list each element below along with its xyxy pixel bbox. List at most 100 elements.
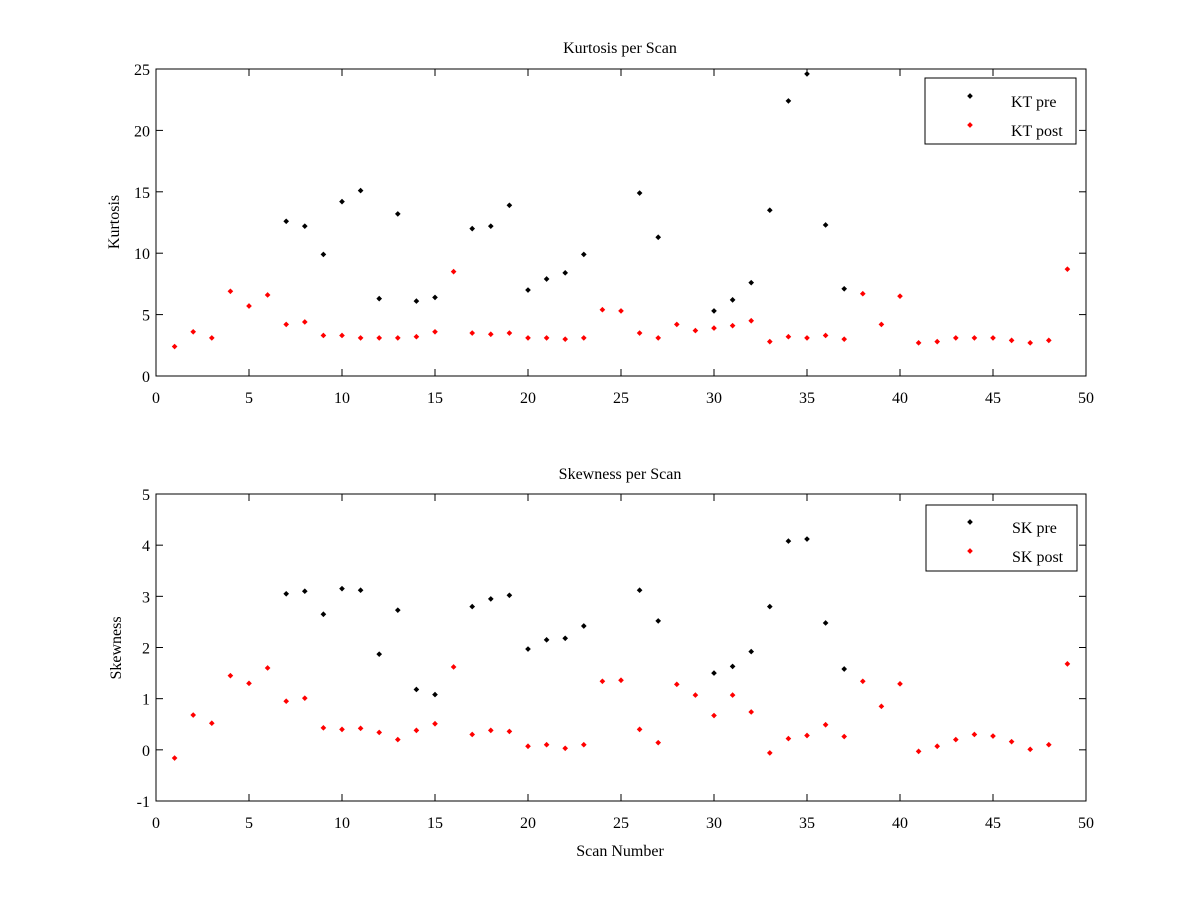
kt-pre-point [376, 295, 383, 302]
kt-post-point [394, 335, 401, 341]
kt-post-point [525, 335, 531, 341]
kt-pre-legend-marker [967, 93, 973, 99]
kurtosis-panel: Kurtosis per Scan Kurtosis 0 5 10 15 20 25 30 3… [106, 40, 1094, 407]
sk-post-point [804, 732, 810, 739]
kt-post-point [1064, 266, 1071, 272]
sk-pre-point [804, 536, 810, 542]
sk-pre-point [357, 587, 364, 594]
kt-post-point [1045, 337, 1052, 344]
kt-pre-point [543, 276, 550, 282]
sk-post-point [673, 681, 680, 688]
sk-post-point [432, 720, 438, 727]
sk-post-point [227, 672, 234, 679]
skewness-legend-box [925, 504, 1078, 572]
skewness-x-tick-label: 25 [613, 815, 629, 832]
sk-post-point [1027, 746, 1034, 753]
kt-post-point [711, 325, 717, 331]
kt-post-point [748, 317, 755, 324]
sk-post-point [990, 733, 996, 739]
sk-post-point [1008, 738, 1015, 745]
kt-pre-point [711, 308, 717, 314]
sk-pre-point [469, 603, 476, 610]
sk-post-point [897, 680, 903, 687]
kt-pre-point [432, 294, 438, 301]
kt-pre-point [655, 234, 662, 241]
sk-pre-point [432, 691, 438, 698]
sk-post-point [246, 680, 252, 687]
sk-post-point [283, 698, 290, 705]
kurtosis-legend: KT pre KT post [924, 77, 1077, 145]
kurtosis-title: Kurtosis per Scan [563, 40, 677, 57]
kt-post-point [562, 336, 569, 342]
skewness-x-tick-label: 35 [799, 815, 815, 832]
kt-post-point [952, 335, 959, 341]
kt-post-point [413, 333, 420, 340]
kurtosis-x-tick-label: 40 [892, 390, 908, 407]
kt-post-point [599, 306, 606, 313]
kt-pre-point [357, 187, 364, 194]
kurtosis-x-tick-label: 15 [427, 390, 443, 407]
sk-post-point [450, 664, 457, 670]
kt-pre-point [562, 270, 569, 276]
kurtosis-plot-layer: 0 5 10 15 20 25 30 35 40 45 50 0 5 10 15 20 25 [134, 62, 1094, 407]
skewness-y-tick-label: 1 [142, 692, 150, 709]
sk-post-point [692, 692, 699, 698]
sk-pre-point [841, 666, 848, 672]
kt-pre-point [766, 207, 773, 214]
sk-pre-point [506, 592, 513, 599]
sk-pre-point [543, 636, 550, 643]
kurtosis-y-tick-label: 20 [134, 123, 150, 140]
skewness-y-tick-label: 5 [142, 487, 150, 504]
kt-post-point [915, 340, 922, 346]
sk-post-point [822, 721, 829, 728]
kurtosis-x-tick-label: 50 [1078, 390, 1094, 407]
sk-post-point [320, 725, 327, 731]
kt-post-point [729, 322, 736, 329]
skewness-x-tick-label: 5 [245, 815, 253, 832]
sk-post-point [859, 678, 866, 685]
kt-pre-point [413, 298, 420, 304]
kt-post-point [1027, 340, 1034, 346]
sk-post-point [636, 726, 643, 733]
kt-pre-point [841, 285, 848, 292]
kt-pre-point [804, 71, 810, 77]
sk-post-point [785, 735, 792, 742]
kt-post-point [208, 335, 215, 341]
kt-post-point [190, 328, 197, 335]
sk-pre-point [413, 686, 420, 693]
kt-post-point [673, 321, 680, 328]
kt-post-point [785, 333, 792, 340]
sk-pre-point [339, 585, 345, 592]
kt-pre-point [525, 287, 531, 293]
kurtosis-x-tick-label: 20 [520, 390, 536, 407]
sk-pre-point [394, 607, 401, 613]
sk-pre-point [301, 588, 308, 595]
kt-pre-point [283, 218, 290, 225]
kurtosis-x-tick-label: 25 [613, 390, 629, 407]
sk-post-point [729, 692, 736, 698]
kt-pre-point [339, 198, 345, 205]
sk-post-point [952, 736, 959, 743]
sk-pre-point [580, 623, 587, 629]
kt-post-point [320, 332, 327, 339]
sk-pre-point [636, 587, 643, 594]
kt-pre-point [580, 251, 587, 258]
sk-post-point [841, 733, 848, 740]
sk-post-point [562, 745, 569, 752]
kt-pre-point [506, 202, 513, 209]
skewness-panel: Skewness per Scan Skewness Scan Number 0… [108, 466, 1094, 860]
kt-post-point [934, 338, 941, 345]
skewness-y-tick-label: -1 [137, 794, 150, 811]
sk-post-point [487, 727, 494, 734]
sk-post-point [171, 755, 178, 761]
kt-post-point [246, 303, 252, 309]
kt-post-point [487, 331, 494, 338]
kt-pre-point [729, 297, 736, 303]
sk-post-point [264, 665, 271, 671]
sk-post-point [301, 695, 308, 701]
sk-post-point [506, 728, 513, 735]
skewness-x-tick-label: 15 [427, 815, 443, 832]
kt-post-point [618, 308, 624, 314]
